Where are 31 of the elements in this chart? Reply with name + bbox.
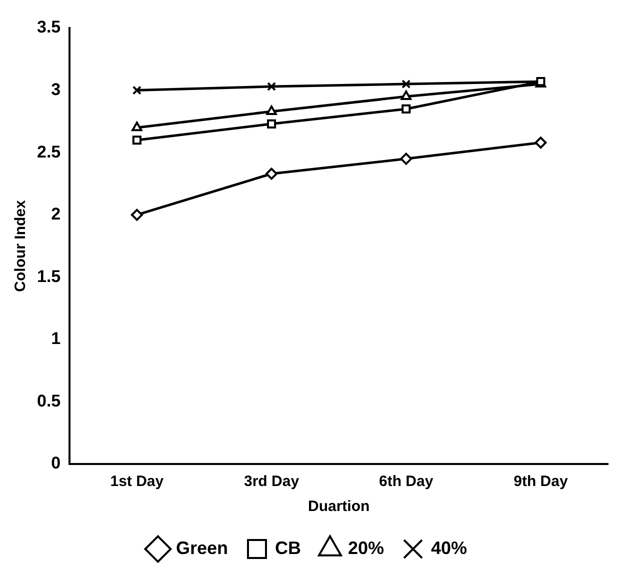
- y-tick-label: 0.5: [36, 391, 61, 410]
- point: [402, 80, 411, 89]
- y-tick-label: 3.5: [36, 18, 61, 37]
- point: [400, 90, 412, 100]
- point: [132, 86, 142, 95]
- point: [402, 104, 411, 114]
- x-tick-label: 6th Day: [379, 473, 434, 490]
- y-tick-label: 3: [51, 80, 61, 99]
- point: [266, 82, 276, 92]
- legend-label: 40%: [431, 538, 468, 558]
- point: [400, 152, 412, 165]
- x-tick-label: 1st Day: [110, 473, 164, 490]
- point: [132, 122, 142, 132]
- x-tick-label: 3rd Day: [244, 473, 300, 490]
- y-tick-label: 2.5: [36, 142, 61, 162]
- point: [266, 168, 278, 180]
- point: [534, 136, 547, 149]
- x-axis-title: Duartion: [308, 498, 370, 516]
- legend-label: Green: [176, 538, 228, 558]
- y-tick-label: 0: [51, 454, 61, 473]
- point: [130, 208, 143, 221]
- y-axis-title: Colour Index: [12, 200, 30, 292]
- y-tick-label: 1: [51, 329, 61, 348]
- point: [266, 105, 277, 115]
- legend-label: CB: [274, 538, 301, 558]
- y-tick-label: 1.5: [36, 266, 61, 286]
- point: [266, 119, 276, 128]
- x-tick-label: 9th Day: [514, 473, 568, 490]
- legend-label: 20%: [348, 538, 384, 558]
- y-tick-label: 2: [51, 204, 61, 224]
- point: [132, 136, 142, 145]
